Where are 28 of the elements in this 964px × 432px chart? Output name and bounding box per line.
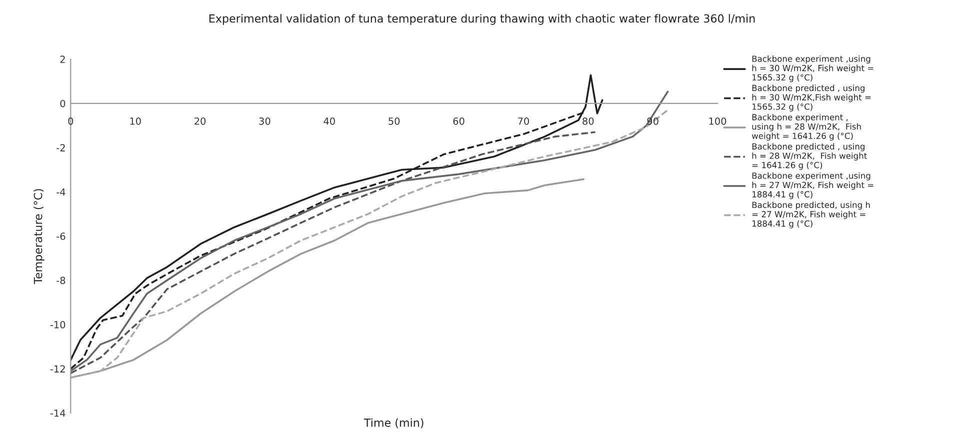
x-tick-label: 30 bbox=[259, 117, 270, 125]
y-tick-label: -10 bbox=[50, 321, 66, 328]
chart-title: Experimental validation of tuna temperature during thawing with chaotic water flowrate 360 l/min bbox=[209, 14, 755, 25]
x-tick-label: 100 bbox=[709, 117, 726, 125]
x-tick-label: 20 bbox=[194, 117, 206, 125]
legend-label: Backbone predicted , using h = 28 W/m2K, Fish weight = 1641.26 g (°C) bbox=[752, 143, 867, 170]
y-tick-label: -12 bbox=[50, 365, 65, 372]
y-tick-label: -8 bbox=[56, 276, 66, 284]
y-tick-label: -14 bbox=[50, 410, 66, 417]
x-tick-label: 70 bbox=[518, 117, 529, 125]
x-tick-label: 10 bbox=[130, 117, 141, 125]
y-tick-label: -2 bbox=[56, 144, 65, 152]
y-tick-label: 0 bbox=[60, 100, 66, 108]
legend-label: Backbone experiment ,using h = 30 W/m2K, Fish weight = 1565.32 g (°C) bbox=[752, 55, 874, 82]
x-tick-label: 80 bbox=[582, 117, 594, 125]
legend-label: Backbone predicted , using h = 30 W/m2K,Fish weight = 1565.32 g (°C) bbox=[752, 84, 871, 112]
x-tick-label: 60 bbox=[453, 117, 464, 125]
y-tick-label: -6 bbox=[56, 232, 66, 240]
x-axis-title: Time (min) bbox=[364, 418, 424, 428]
legend-label: Backbone experiment , using h = 28 W/m2K, Fish weight = 1641.26 g (°C) bbox=[752, 114, 861, 141]
x-tick-label: 0 bbox=[68, 117, 74, 125]
legend-label: Backbone experiment ,using h = 27 W/m2K, Fish weight = 1884.41 g (°C) bbox=[752, 172, 874, 200]
legend-label: Backbone predicted, using h = 27 W/m2K, Fish weight = 1884.41 g (°C) bbox=[752, 202, 870, 228]
y-tick-label: -4 bbox=[56, 188, 66, 196]
x-tick-label: 50 bbox=[388, 117, 400, 125]
y-tick-label: 2 bbox=[60, 56, 65, 63]
y-axis-title: Temperature (°C) bbox=[34, 189, 44, 284]
x-tick-label: 40 bbox=[324, 117, 335, 125]
